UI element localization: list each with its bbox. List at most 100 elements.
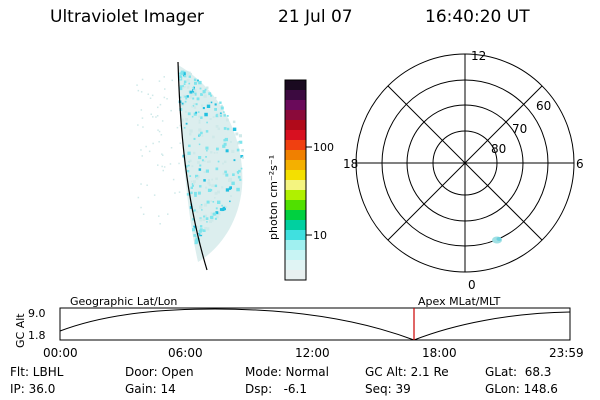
aurora-pixel xyxy=(200,104,204,107)
filter-info: Flt: LBHL xyxy=(10,365,64,379)
aurora-pixel xyxy=(159,223,161,225)
aurora-pixel xyxy=(228,179,231,182)
aurora-pixel xyxy=(241,156,244,159)
aurora-pixel xyxy=(203,203,208,207)
aurora-pixel xyxy=(238,134,242,138)
aurora-pixel xyxy=(190,186,193,189)
colorbar-cell xyxy=(285,200,306,211)
aurora-pixel xyxy=(211,178,214,181)
aurora-pixel xyxy=(203,94,207,98)
aurora-pixel xyxy=(194,191,197,195)
aurora-pixel xyxy=(187,112,191,116)
aurora-pixel xyxy=(224,170,227,174)
aurora-pixel xyxy=(197,191,201,195)
gc-alt-info: GC Alt: 2.1 Re xyxy=(365,365,449,379)
aurora-pixel xyxy=(210,189,213,192)
aurora-pixel xyxy=(162,169,164,172)
aurora-pixel xyxy=(214,217,217,220)
aurora-pixel xyxy=(199,164,202,167)
aurora-pixel xyxy=(172,178,175,181)
aurora-pixel xyxy=(142,126,144,128)
gc-alt-axis-label: GC Alt xyxy=(14,313,27,348)
aurora-pixel xyxy=(192,182,195,185)
colorbar-cell xyxy=(285,240,306,251)
aurora-pixel xyxy=(203,171,206,173)
aurora-pixel xyxy=(195,240,199,244)
observation-date: 21 Jul 07 xyxy=(278,7,353,27)
aurora-pixel xyxy=(191,165,194,168)
aurora-pixel xyxy=(223,142,227,146)
aurora-pixel xyxy=(203,160,206,163)
aurora-pixel xyxy=(211,184,215,188)
colorbar-cell xyxy=(285,110,306,121)
aurora-pixel xyxy=(219,208,223,211)
aurora-pixel xyxy=(192,218,195,221)
aurora-pixel xyxy=(212,116,215,118)
aurora-pixel xyxy=(198,121,201,124)
polar-plot xyxy=(355,53,575,273)
aurora-pixel xyxy=(238,169,241,173)
aurora-pixel xyxy=(195,175,197,177)
aurora-pixel xyxy=(194,194,197,197)
aurora-pixel xyxy=(224,137,228,142)
aurora-pixel xyxy=(192,87,194,89)
aurora-pixel xyxy=(185,74,188,77)
colorbar-unit-label: photon cm⁻²s⁻¹ xyxy=(267,155,280,240)
aurora-pixel xyxy=(179,96,182,99)
aurora-pixel xyxy=(206,86,209,89)
mode-info: Mode: Normal xyxy=(245,365,329,379)
aurora-pixel xyxy=(193,112,197,116)
aurora-pixel xyxy=(196,210,199,213)
aurora-pixel xyxy=(202,218,206,221)
aurora-pixel xyxy=(199,185,202,188)
aurora-pixel xyxy=(160,134,163,136)
aurora-pixel xyxy=(157,129,159,131)
aurora-pixel xyxy=(169,163,172,165)
aurora-pixel xyxy=(159,103,162,106)
aurora-pixel xyxy=(157,106,159,109)
aurora-pixel xyxy=(239,178,242,181)
colorbar-cell xyxy=(285,120,306,131)
aurora-pixel xyxy=(191,105,194,108)
aurora-pixel xyxy=(212,201,215,203)
aurora-pixel xyxy=(220,104,223,107)
colorbar-cells xyxy=(285,80,306,281)
aurora-pixel xyxy=(193,89,197,93)
colorbar: 100 10 photon cm⁻²s⁻¹ xyxy=(267,79,334,281)
aurora-pixel xyxy=(215,167,219,171)
aurora-pixel xyxy=(225,149,229,153)
aurora-pixel xyxy=(180,85,182,88)
aurora-pixel xyxy=(178,86,183,91)
aurora-pixel xyxy=(205,156,207,158)
aurora-pixel xyxy=(206,227,210,231)
aurora-pixel xyxy=(202,107,205,110)
aurora-pixel xyxy=(213,212,217,216)
aurora-pixel xyxy=(158,215,160,217)
terminator-line xyxy=(177,61,208,271)
aurora-pixel xyxy=(229,200,231,203)
glat-info: GLat: 68.3 xyxy=(485,365,552,379)
aurora-pixel xyxy=(221,204,223,207)
aurora-pixel xyxy=(232,120,236,124)
aurora-pixel xyxy=(229,140,232,143)
aurora-pixel xyxy=(192,97,195,100)
aurora-pixel xyxy=(186,72,190,76)
lat-label-70: 70 xyxy=(512,122,527,136)
aurora-pixel xyxy=(181,102,184,105)
mlt-label-18: 18 xyxy=(343,157,358,171)
aurora-pixel xyxy=(221,208,225,211)
colorbar-cell xyxy=(285,150,306,161)
mlt-label-0: 0 xyxy=(468,278,476,292)
aurora-pixel xyxy=(179,142,181,144)
aurora-pixel xyxy=(163,76,165,78)
aurora-pixel xyxy=(236,187,240,192)
aurora-pixel xyxy=(184,95,187,98)
aurora-pixel xyxy=(188,71,191,74)
colorbar-cell xyxy=(285,160,306,171)
aurora-pixel xyxy=(206,221,208,223)
colorbar-cell xyxy=(285,270,306,281)
aurora-pixel xyxy=(137,89,140,92)
colorbar-cell xyxy=(285,80,306,91)
aurora-pixel xyxy=(203,179,206,182)
aurora-pixel xyxy=(208,102,210,104)
